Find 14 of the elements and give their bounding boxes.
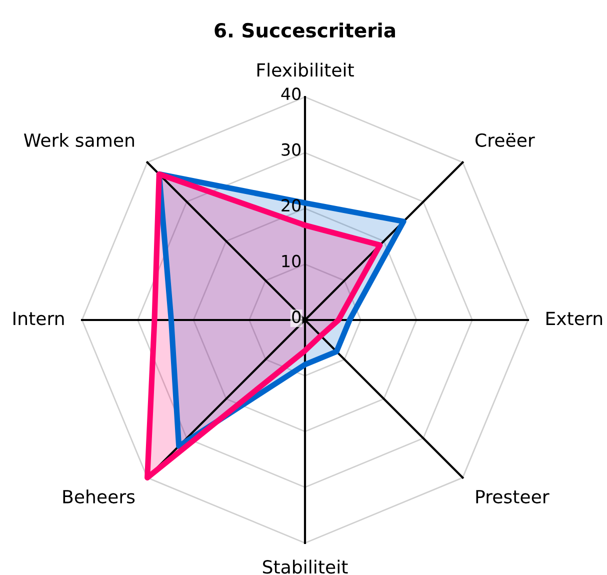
y-tick-label: 10 xyxy=(282,254,301,268)
spoke-label: Extern xyxy=(546,312,602,326)
spoke-label: Werk samen xyxy=(24,133,134,147)
spoke-label: Beheers xyxy=(63,490,135,504)
y-tick-label: 30 xyxy=(282,143,301,156)
chart-title: 6. Succescriteria xyxy=(214,22,395,38)
spoke-label: Intern xyxy=(14,312,64,326)
spoke-label: Presteer xyxy=(476,490,550,504)
spoke-label: Creëer xyxy=(476,133,535,147)
y-tick-label: 0 xyxy=(292,310,301,324)
spoke-label: Stabiliteit xyxy=(262,560,348,574)
y-tick-label: 20 xyxy=(282,199,301,212)
spoke-label: Flexibiliteit xyxy=(257,62,354,77)
y-tick-label: 40 xyxy=(281,88,301,100)
